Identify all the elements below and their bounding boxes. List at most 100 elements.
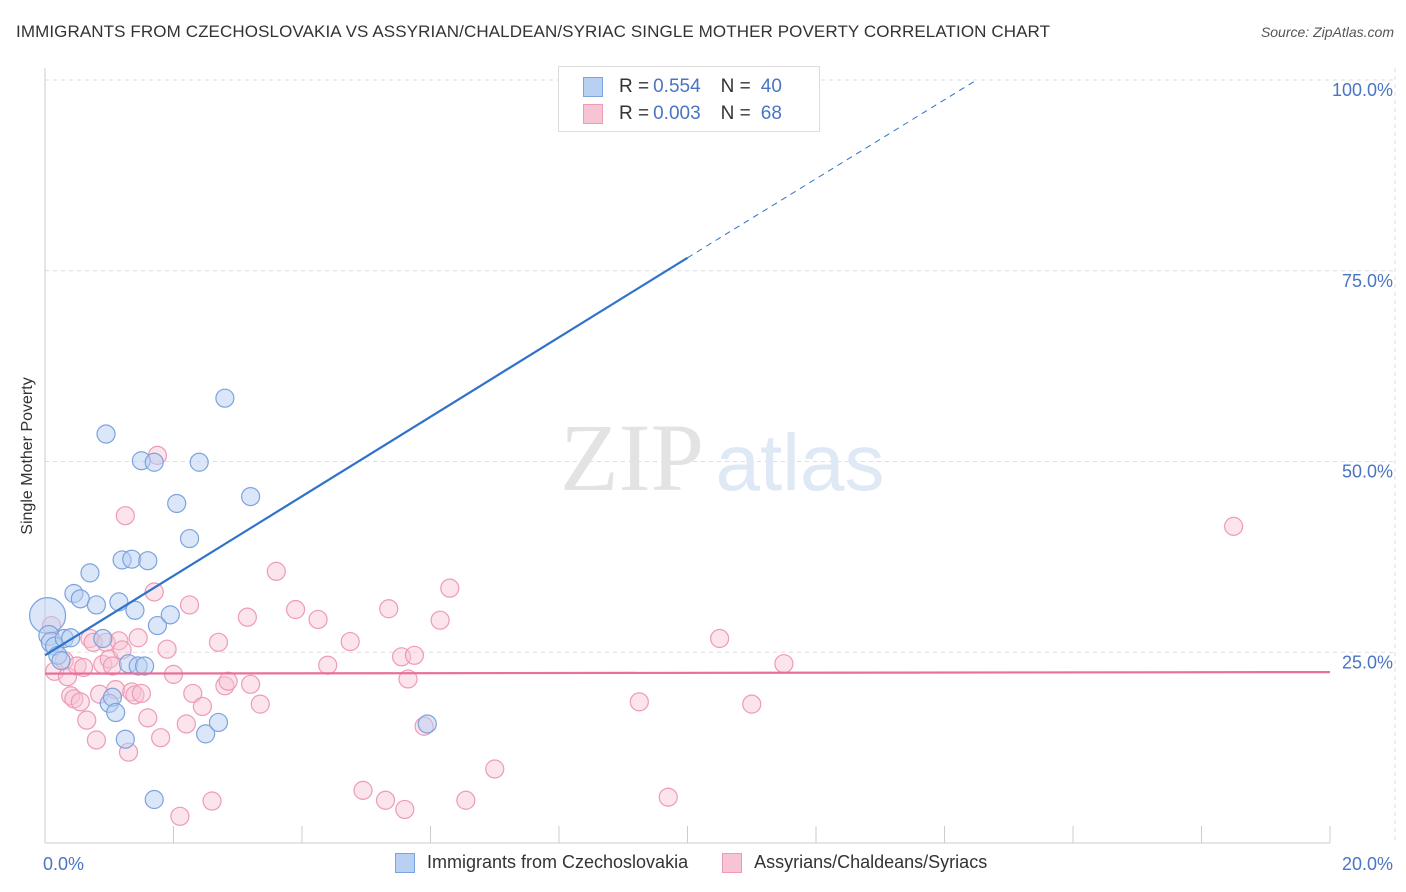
data-point-assyrians [125,685,145,705]
legend-label-czechoslovakia: Immigrants from Czechoslovakia [427,852,689,872]
data-point-assyrians [379,599,399,619]
legend-n-value: 68 [760,103,782,124]
series-legend: Immigrants from Czechoslovakia Assyrians… [395,852,1021,873]
data-point-assyrians [115,506,135,526]
legend-swatch-pink [722,852,743,873]
data-point-assyrians [138,708,158,728]
data-point-assyrians [1224,516,1244,536]
data-point-assyrians [128,628,148,648]
data-point-assyrians [86,730,107,750]
data-point-assyrians [456,790,476,810]
data-point-assyrians [131,683,151,704]
legend-n-label: N = [720,76,751,97]
data-point-assyrians [176,714,196,734]
data-point-assyrians [192,696,213,717]
data-point-assyrians [395,799,415,820]
data-point-assyrians [340,631,360,652]
correlation-legend: R = 0.554 N = 40 R = 0.003 N = 68 [558,66,820,132]
trend-lines [44,79,1331,675]
data-point-assyrians [353,780,373,800]
data-point-assyrians [404,645,425,665]
data-point-assyrians [144,582,164,602]
data-point-czechoslovakia [189,452,209,472]
data-point-czechoslovakia [115,729,135,749]
data-point-assyrians [70,692,90,712]
tick-labels: 25.0% 50.0% 75.0% 100.0% 0.0% 20.0% [43,80,1393,874]
data-point-assyrians [266,561,286,581]
data-point-czechoslovakia [144,452,164,472]
legend-r-label: R = [619,103,650,124]
data-point-czechoslovakia [208,712,229,733]
data-point-assyrians [742,694,762,714]
data-point-czechoslovakia [51,651,71,671]
legend-n-value: 40 [760,76,782,97]
y-tick-label: 25.0% [1342,652,1393,672]
data-point-assyrians [157,639,177,659]
data-point-czechoslovakia [147,615,168,636]
legend-r-value: 0.554 [653,76,701,97]
data-point-czechoslovakia [70,589,90,609]
legend-item-assyrians[interactable]: Assyrians/Chaldeans/Syriacs [722,852,987,873]
watermark-atlas: atlas [716,418,885,507]
data-point-assyrians [237,607,257,627]
data-point-assyrians [658,787,678,807]
data-point-assyrians [179,595,200,615]
data-point-assyrians [485,759,505,779]
data-point-assyrians [218,671,238,691]
data-point-czechoslovakia [109,592,129,612]
data-point-czechoslovakia [167,493,187,514]
data-point-czechoslovakia [160,605,180,625]
data-point-czechoslovakia [138,551,158,571]
legend-r-value: 0.003 [653,103,701,124]
data-point-czechoslovakia [179,528,200,549]
source-label: Source: ZipAtlas.com [1260,24,1394,40]
legend-row-assyrians: R = 0.003 N = 68 [583,102,782,126]
series-czechoslovakia [28,68,672,810]
chart-title: IMMIGRANTS FROM CZECHOSLOVAKIA VS ASSYRI… [16,22,1051,41]
data-point-czechoslovakia [134,656,155,676]
data-point-czechoslovakia [122,549,142,569]
watermark-zip: ZIP [560,404,704,511]
legend-row-czechoslovakia: R = 0.554 N = 40 [583,75,782,99]
y-tick-label: 100.0% [1332,80,1393,100]
legend-swatch-pink [583,104,603,124]
data-point-assyrians [241,674,261,694]
x-tick-label: 20.0% [1342,854,1393,874]
y-tick-label: 75.0% [1342,271,1393,291]
data-point-assyrians [774,654,794,674]
legend-r-label: R = [619,76,650,97]
data-point-assyrians [61,686,81,706]
data-point-assyrians [73,657,94,678]
data-point-assyrians [151,728,171,748]
y-axis-title: Single Mother Poverty [19,377,36,535]
data-point-assyrians [440,578,460,598]
axes [44,68,1331,844]
trend-line-czechoslovakia [44,256,689,657]
data-point-assyrians [77,710,97,730]
data-point-assyrians [398,669,418,689]
data-point-assyrians [170,806,190,826]
data-point-czechoslovakia [93,628,113,649]
data-point-assyrians [710,628,730,649]
x-tick-label: 0.0% [43,854,84,874]
data-point-assyrians [102,656,123,676]
legend-item-czechoslovakia[interactable]: Immigrants from Czechoslovakia [395,852,688,873]
legend-swatch-blue [395,852,415,873]
data-point-czechoslovakia [96,424,116,444]
data-point-assyrians [318,655,338,675]
legend-swatch-blue [583,77,603,97]
legend-n-label: N = [720,103,751,124]
data-point-czechoslovakia [417,714,437,734]
trend-line-assyrians [44,670,1331,675]
data-point-czechoslovakia [125,600,145,620]
data-point-assyrians [375,790,396,810]
data-point-assyrians [285,599,306,620]
data-point-czechoslovakia [106,702,126,723]
data-point-assyrians [202,791,222,811]
y-tick-label: 50.0% [1342,462,1393,482]
trend-line-czechoslovakia-extension [687,79,977,259]
data-point-czechoslovakia [215,388,235,408]
data-point-czechoslovakia [241,486,261,507]
data-point-assyrians [430,610,450,630]
